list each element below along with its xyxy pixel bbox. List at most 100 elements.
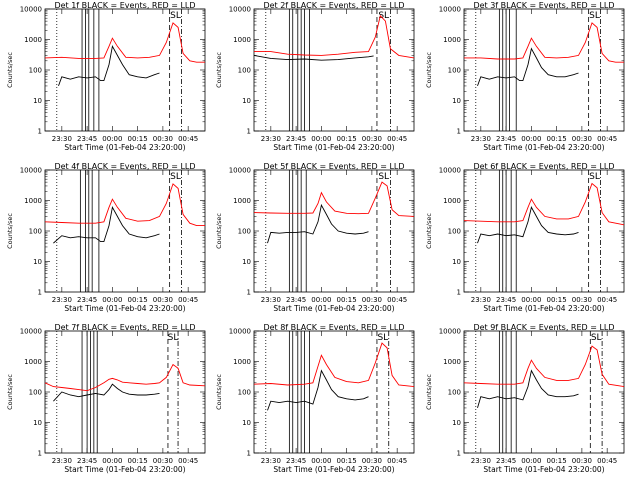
lld-series-line: [44, 363, 206, 392]
events-series-line: [253, 54, 374, 61]
flag-label: SL: [170, 11, 181, 21]
y-tick-label: 10: [33, 419, 42, 427]
y-axis-label: Counts/sec: [6, 374, 14, 410]
flag-label: SL: [378, 11, 389, 21]
x-tick-label: 00:15: [337, 296, 357, 304]
x-tick-label: 00:00: [521, 296, 541, 304]
panel-title: Det 3f BLACK = Events, RED = LLD: [473, 1, 614, 10]
x-tick-label: 00:45: [597, 135, 617, 143]
y-tick-label: 10000: [20, 167, 42, 175]
y-tick-label: 1000: [443, 197, 461, 205]
x-tick-label: 00:15: [547, 135, 567, 143]
panel-title: Det 9f BLACK = Events, RED = LLD: [473, 323, 614, 332]
y-tick-label: 1: [38, 128, 42, 136]
x-tick-label: 23:30: [52, 457, 72, 465]
panel-5: Det 5f BLACK = Events, RED = LLD 1 10 100 10…: [215, 162, 415, 313]
x-axis-label: Start Time (01-Feb-04 23:20:00): [64, 304, 185, 313]
x-tick-label: 23:30: [471, 296, 491, 304]
y-tick-label: 1000: [24, 197, 42, 205]
y-tick-label: 100: [448, 228, 461, 236]
x-tick-label: 00:30: [572, 457, 592, 465]
flag-label: SL: [168, 333, 179, 343]
y-tick-label: 100: [448, 67, 461, 75]
panel-8: Det 8f BLACK = Events, RED = LLD 1 10 100 10…: [215, 323, 415, 474]
panel-6: Det 6f BLACK = Events, RED = LLD 1 10 100 10…: [425, 162, 625, 313]
y-tick-label: 1: [247, 289, 251, 297]
y-tick-label: 1: [247, 128, 251, 136]
x-tick-label: 00:00: [521, 457, 541, 465]
x-tick-label: 00:45: [387, 296, 407, 304]
x-tick-label: 00:15: [337, 457, 357, 465]
y-tick-label: 10: [242, 419, 251, 427]
y-tick-label: 100: [238, 228, 251, 236]
flag-label: SL: [378, 172, 389, 182]
plot-frame: [463, 330, 625, 454]
y-tick-label: 1: [457, 128, 461, 136]
x-tick-label: 23:45: [77, 135, 97, 143]
events-series-line: [53, 383, 160, 402]
y-tick-label: 100: [29, 67, 42, 75]
flag-label: SL: [589, 11, 600, 21]
events-series-line: [58, 44, 160, 87]
x-tick-label: 00:30: [153, 135, 173, 143]
x-tick-label: 00:45: [387, 457, 407, 465]
x-tick-label: 00:15: [337, 135, 357, 143]
y-axis-label: Counts/sec: [215, 374, 223, 410]
x-tick-label: 00:30: [572, 135, 592, 143]
x-axis-label: Start Time (01-Feb-04 23:20:00): [64, 143, 185, 152]
events-series-line: [53, 205, 160, 244]
x-axis-label: Start Time (01-Feb-04 23:20:00): [273, 465, 394, 474]
x-tick-label: 23:30: [471, 135, 491, 143]
x-axis-label: Start Time (01-Feb-04 23:20:00): [483, 304, 604, 313]
panel-4: Det 4f BLACK = Events, RED = LLD 1 10 100 10…: [6, 162, 206, 313]
x-tick-label: 00:30: [362, 457, 382, 465]
x-tick-label: 00:00: [102, 296, 122, 304]
x-tick-label: 00:30: [362, 296, 382, 304]
y-tick-label: 1: [457, 289, 461, 297]
y-tick-label: 100: [448, 389, 461, 397]
panel-title: Det 7f BLACK = Events, RED = LLD: [54, 323, 195, 332]
events-series-line: [267, 203, 369, 244]
panel-title: Det 8f BLACK = Events, RED = LLD: [263, 323, 404, 332]
y-tick-label: 1: [38, 289, 42, 297]
y-tick-label: 10: [242, 97, 251, 105]
x-tick-label: 00:00: [102, 135, 122, 143]
plot-frame: [253, 8, 415, 132]
lld-series-line: [44, 183, 205, 227]
y-tick-label: 10: [452, 258, 461, 266]
lld-series-line: [464, 22, 624, 63]
y-tick-label: 100: [29, 389, 42, 397]
panel-title: Det 4f BLACK = Events, RED = LLD: [54, 162, 195, 171]
lld-series-line: [463, 182, 625, 226]
x-tick-label: 00:45: [178, 457, 198, 465]
x-tick-label: 00:45: [178, 296, 198, 304]
x-tick-label: 23:30: [52, 296, 72, 304]
events-series-line: [477, 206, 579, 244]
lld-series-line: [44, 22, 205, 63]
y-tick-label: 10000: [439, 6, 461, 14]
x-tick-label: 00:00: [311, 457, 331, 465]
x-tick-label: 23:45: [496, 135, 516, 143]
plot-frame: [44, 330, 206, 454]
x-tick-label: 00:00: [311, 135, 331, 143]
x-tick-label: 00:15: [128, 135, 148, 143]
y-tick-label: 1: [247, 450, 251, 458]
plot-frame: [44, 169, 206, 293]
y-tick-label: 100: [238, 389, 251, 397]
plot-frame: [253, 169, 415, 293]
y-tick-label: 1000: [24, 36, 42, 44]
events-series-line: [267, 369, 369, 411]
x-tick-label: 23:30: [471, 457, 491, 465]
plot-frame: [463, 169, 625, 293]
panel-title: Det 5f BLACK = Events, RED = LLD: [263, 162, 404, 171]
y-axis-label: Counts/sec: [215, 213, 223, 249]
x-tick-label: 00:00: [102, 457, 122, 465]
y-axis-label: Counts/sec: [215, 52, 223, 88]
y-tick-label: 1000: [233, 36, 251, 44]
y-tick-label: 100: [29, 228, 42, 236]
y-tick-label: 10000: [20, 6, 42, 14]
y-tick-label: 10000: [20, 328, 42, 336]
x-tick-label: 00:30: [153, 457, 173, 465]
x-tick-label: 23:45: [496, 457, 516, 465]
y-tick-label: 1000: [443, 36, 461, 44]
